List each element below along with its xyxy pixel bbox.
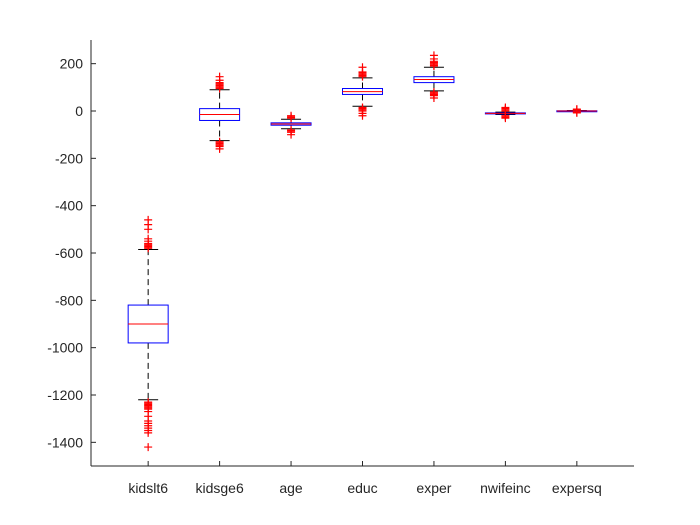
y-tick-label: -800 — [55, 292, 83, 308]
y-tick-label: -200 — [55, 150, 83, 166]
outlier-marker — [215, 144, 224, 153]
outlier-marker — [144, 244, 153, 253]
outlier-marker — [144, 428, 153, 437]
y-tick-label: -1000 — [47, 340, 83, 356]
axes: 200 0 -200 -400 -600 -800 -1000 -1200 -1400 kidsl… — [47, 40, 634, 496]
x-tick-label-educ: educ — [347, 480, 377, 496]
outlier-marker — [429, 93, 438, 102]
x-tick-label-age: age — [279, 480, 303, 496]
outlier-marker — [287, 114, 296, 123]
box-exper — [413, 51, 455, 102]
outlier-marker — [287, 130, 296, 139]
x-tick-label-kidslt6: kidslt6 — [128, 480, 168, 496]
y-tick-label: 0 — [75, 103, 83, 119]
box-nwifeinc — [484, 103, 526, 123]
x-tick-label-exper: exper — [416, 480, 451, 496]
outlier-marker — [215, 72, 224, 81]
outlier-marker — [144, 443, 153, 452]
y-tick-label: 200 — [60, 56, 84, 72]
box-kidslt6 — [127, 215, 169, 452]
outlier-marker — [501, 114, 510, 123]
x-tick-label-expersq: expersq — [552, 480, 602, 496]
x-tick-label-kidsge6: kidsge6 — [195, 480, 243, 496]
outlier-marker — [501, 103, 510, 112]
outlier-marker — [572, 108, 581, 117]
box-kidsge6 — [199, 72, 241, 153]
outlier-marker — [429, 51, 438, 60]
y-tick-label: -400 — [55, 198, 83, 214]
y-tick-label: -1200 — [47, 387, 83, 403]
x-tick-label-nwifeinc: nwifeinc — [480, 480, 531, 496]
outlier-marker — [358, 111, 367, 120]
box-series — [127, 51, 598, 452]
outlier-marker — [358, 63, 367, 72]
box-age — [270, 111, 312, 139]
y-tick-label: -600 — [55, 245, 83, 261]
y-tick-label: -1400 — [47, 434, 83, 450]
outlier-marker — [144, 225, 153, 234]
box-expersq — [556, 105, 598, 117]
box-educ — [342, 63, 383, 120]
